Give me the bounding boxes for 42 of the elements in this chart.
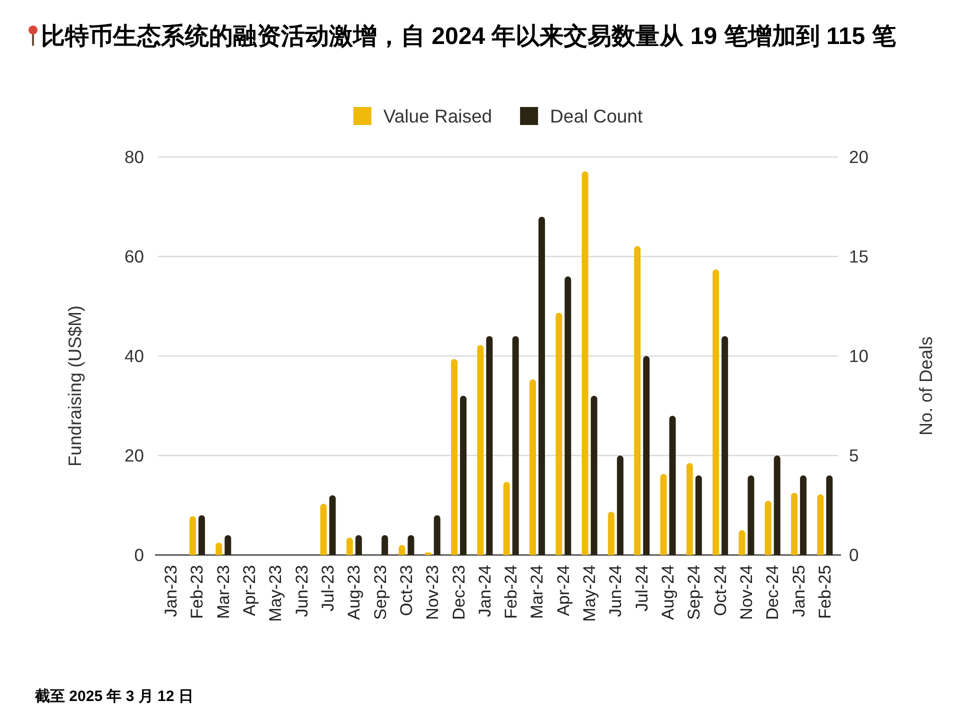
x-tick-label: Dec-24 — [763, 565, 782, 620]
y-tick-label: 40 — [124, 346, 144, 366]
y2-axis-title: No. of Deals — [916, 336, 936, 436]
y2-tick-label: 20 — [849, 147, 869, 167]
x-tick-label: Oct-23 — [396, 565, 416, 616]
x-tick-label: Jan-24 — [475, 565, 494, 617]
x-tick-label: Jan-23 — [162, 565, 181, 617]
x-tick-label: Feb-23 — [188, 565, 207, 619]
title: 比特币生态系统的融资活动激增，自 2024 年以来交易数量从 19 笔增加到 115 笔 — [41, 23, 896, 50]
y-axis-title: Fundraising (US$M) — [65, 305, 85, 467]
legend-label: Deal Count — [550, 106, 643, 126]
x-tick-label: Mar-24 — [528, 565, 547, 619]
x-tick-label: May-23 — [266, 565, 286, 622]
x-tick-label: Feb-25 — [815, 565, 834, 619]
y-tick-label: 0 — [134, 545, 144, 565]
x-tick-label: Aug-23 — [344, 565, 364, 620]
y2-tick-label: 10 — [849, 346, 869, 366]
x-tick-label: Jul-24 — [632, 565, 652, 612]
x-tick-label: Jun-23 — [292, 565, 312, 617]
note: 截至 2025 年 3 月 12 日 — [35, 688, 194, 705]
x-tick-label: Oct-24 — [710, 565, 730, 616]
x-tick-label: Dec-23 — [449, 565, 468, 620]
x-tick-label: Apr-23 — [240, 565, 260, 616]
legend-label: Value Raised — [383, 106, 492, 126]
x-tick-label: Sep-23 — [370, 565, 390, 620]
x-tick-label: Sep-24 — [684, 565, 704, 620]
x-tick-label: Mar-23 — [214, 565, 233, 619]
x-tick-label: Jun-24 — [606, 565, 626, 617]
y2-tick-label: 0 — [849, 545, 859, 565]
x-tick-label: Aug-24 — [658, 565, 678, 620]
x-tick-label: Feb-24 — [502, 565, 521, 619]
y-tick-label: 80 — [124, 147, 144, 167]
x-tick-label: Jan-25 — [789, 565, 808, 617]
x-tick-label: May-24 — [580, 565, 600, 622]
x-tick-label: Jul-23 — [318, 565, 338, 612]
y-tick-label: 60 — [124, 246, 144, 266]
x-tick-label: Apr-24 — [554, 565, 573, 616]
y-tick-label: 20 — [124, 446, 144, 466]
x-tick-label: Nov-23 — [423, 565, 442, 620]
y2-tick-label: 5 — [849, 446, 859, 466]
y2-tick-label: 15 — [849, 246, 868, 266]
x-tick-label: Nov-24 — [736, 565, 756, 620]
